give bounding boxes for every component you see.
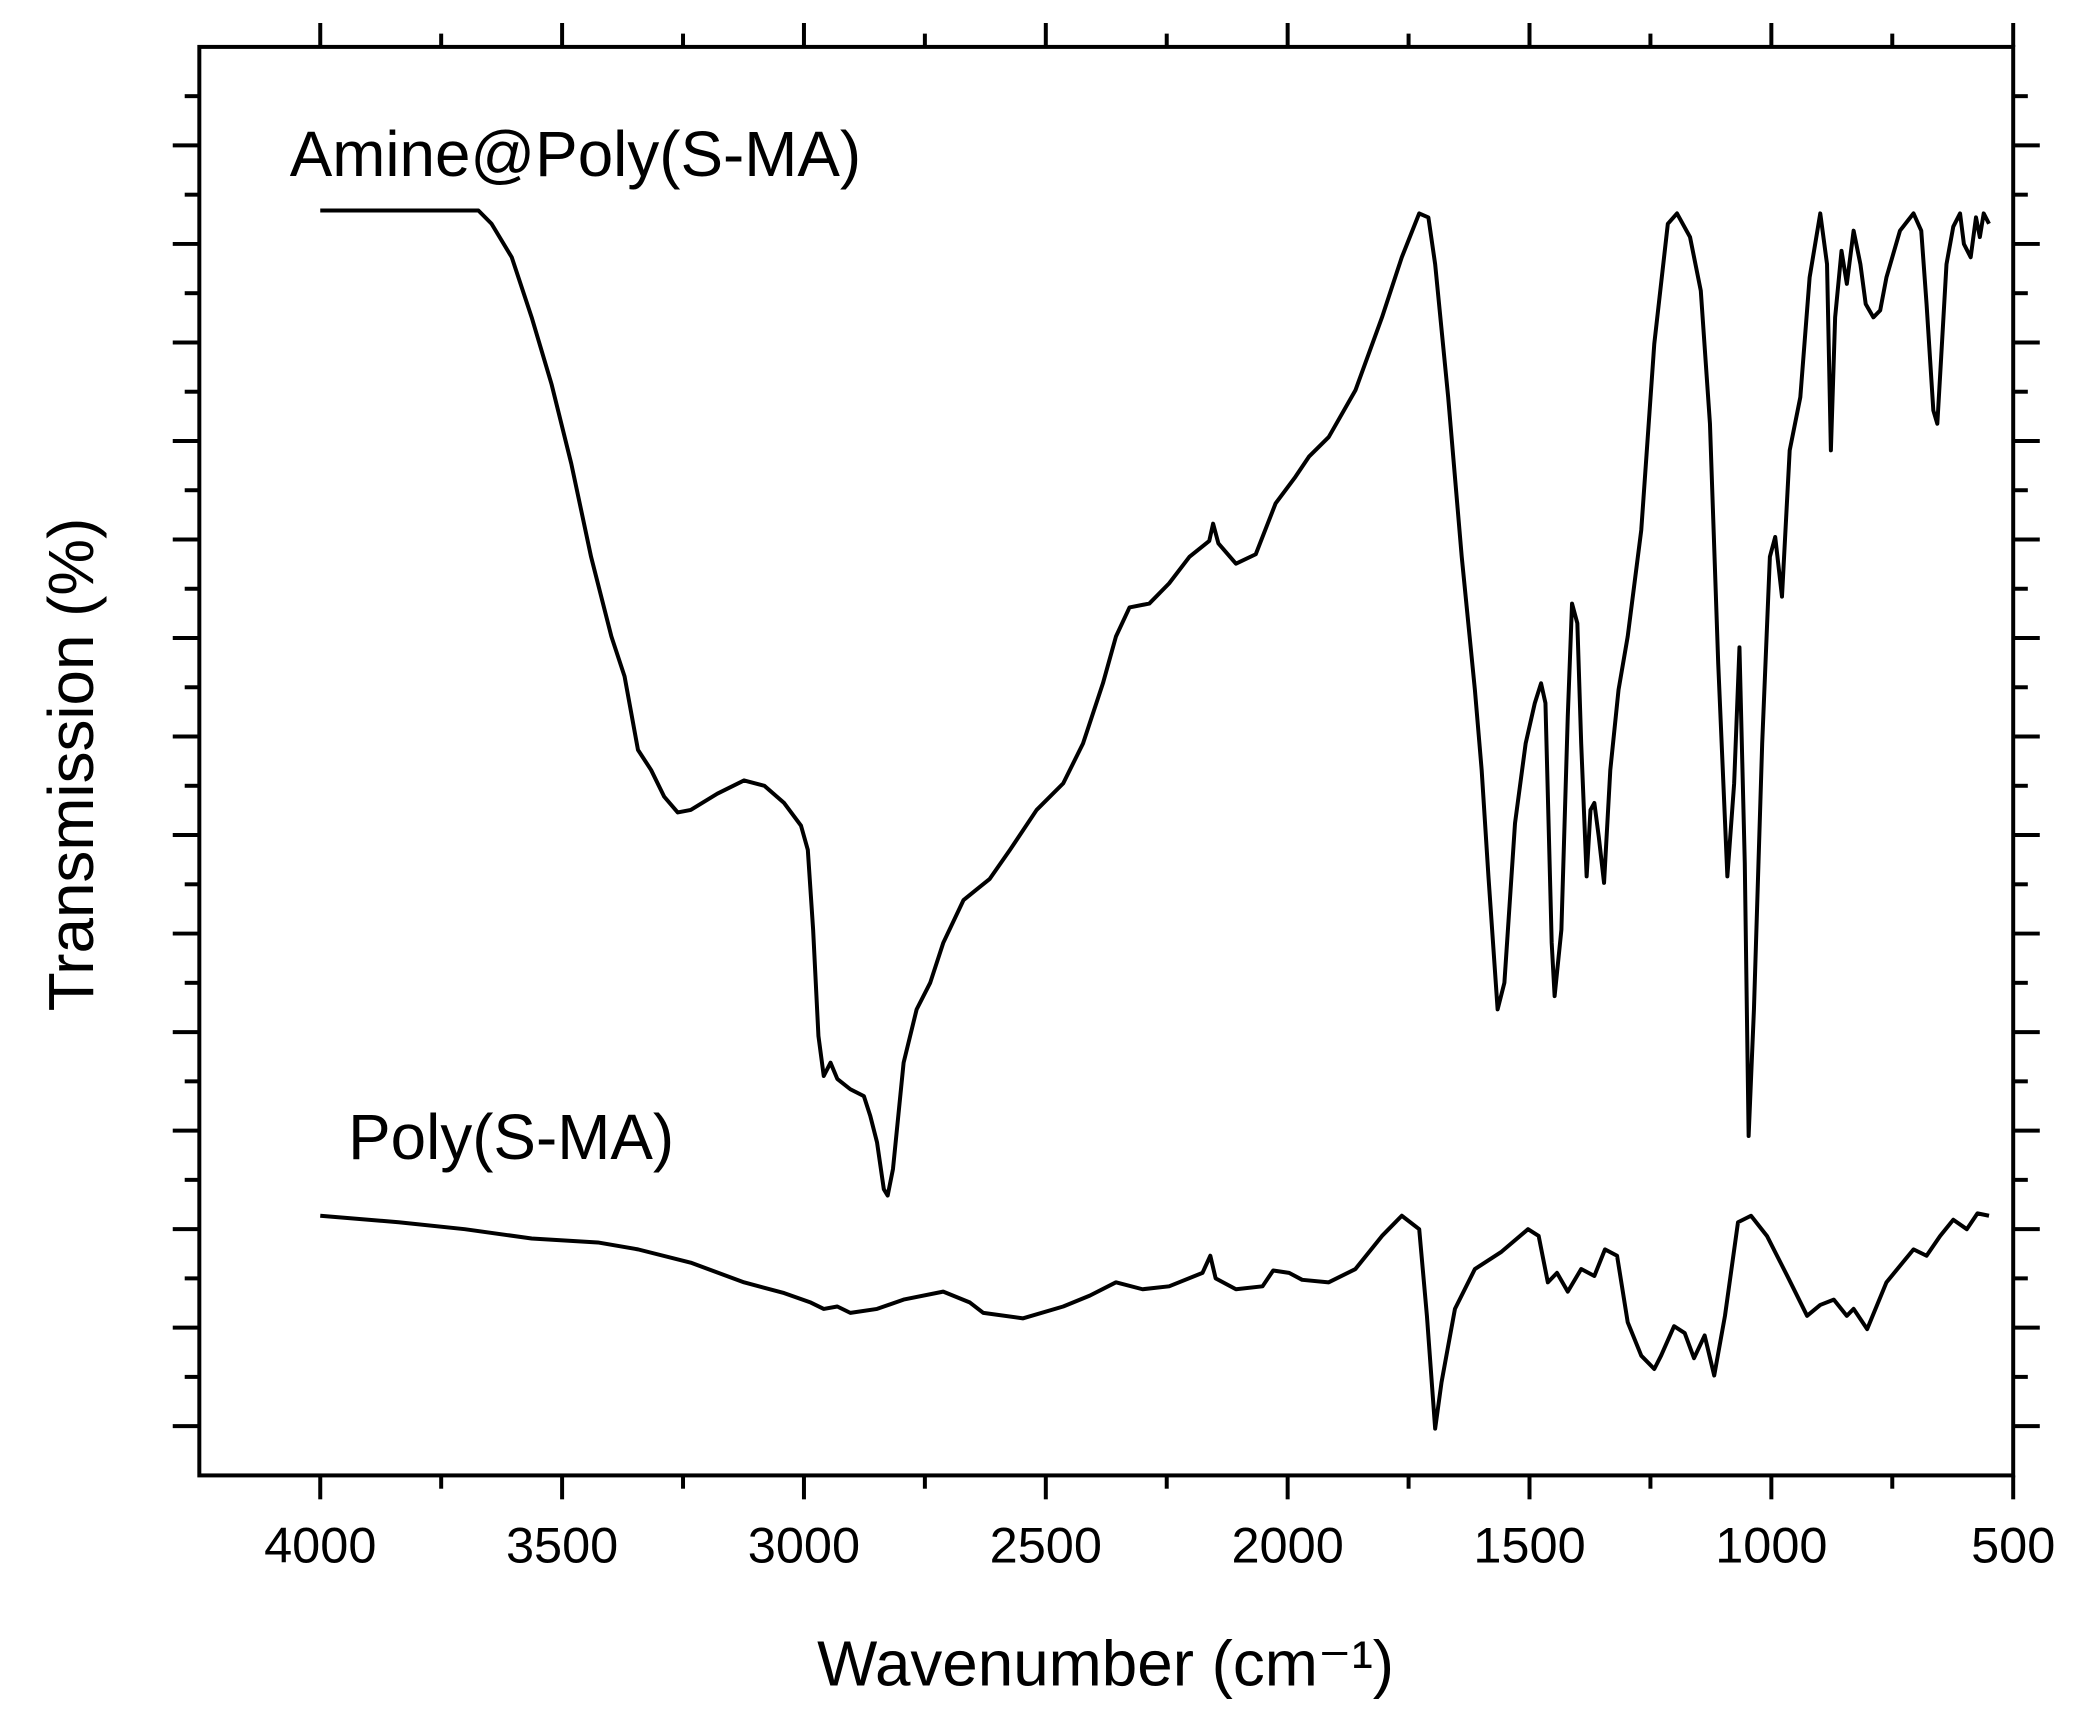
- series-label: Poly(S-MA): [348, 1101, 674, 1173]
- spectrum-line: [320, 208, 1991, 1198]
- x-tick-label: 2000: [1231, 1517, 1343, 1574]
- x-tick-label: 3000: [748, 1517, 860, 1574]
- x-tick-label: 500: [1971, 1517, 2055, 1574]
- x-axis-label: Wavenumber (cm⁻¹): [817, 1627, 1394, 1699]
- spectrum-line: [320, 1211, 1990, 1431]
- x-tick-label: 1500: [1473, 1517, 1585, 1574]
- x-tick-label: 2500: [990, 1517, 1102, 1574]
- x-tick-label: 4000: [264, 1517, 376, 1574]
- y-axis-label: Transmission (%): [35, 518, 107, 1012]
- x-tick-label: 3500: [506, 1517, 618, 1574]
- plot-frame: [197, 44, 2016, 1478]
- series-label: Amine@Poly(S-MA): [290, 118, 861, 190]
- x-tick-label: 1000: [1715, 1517, 1827, 1574]
